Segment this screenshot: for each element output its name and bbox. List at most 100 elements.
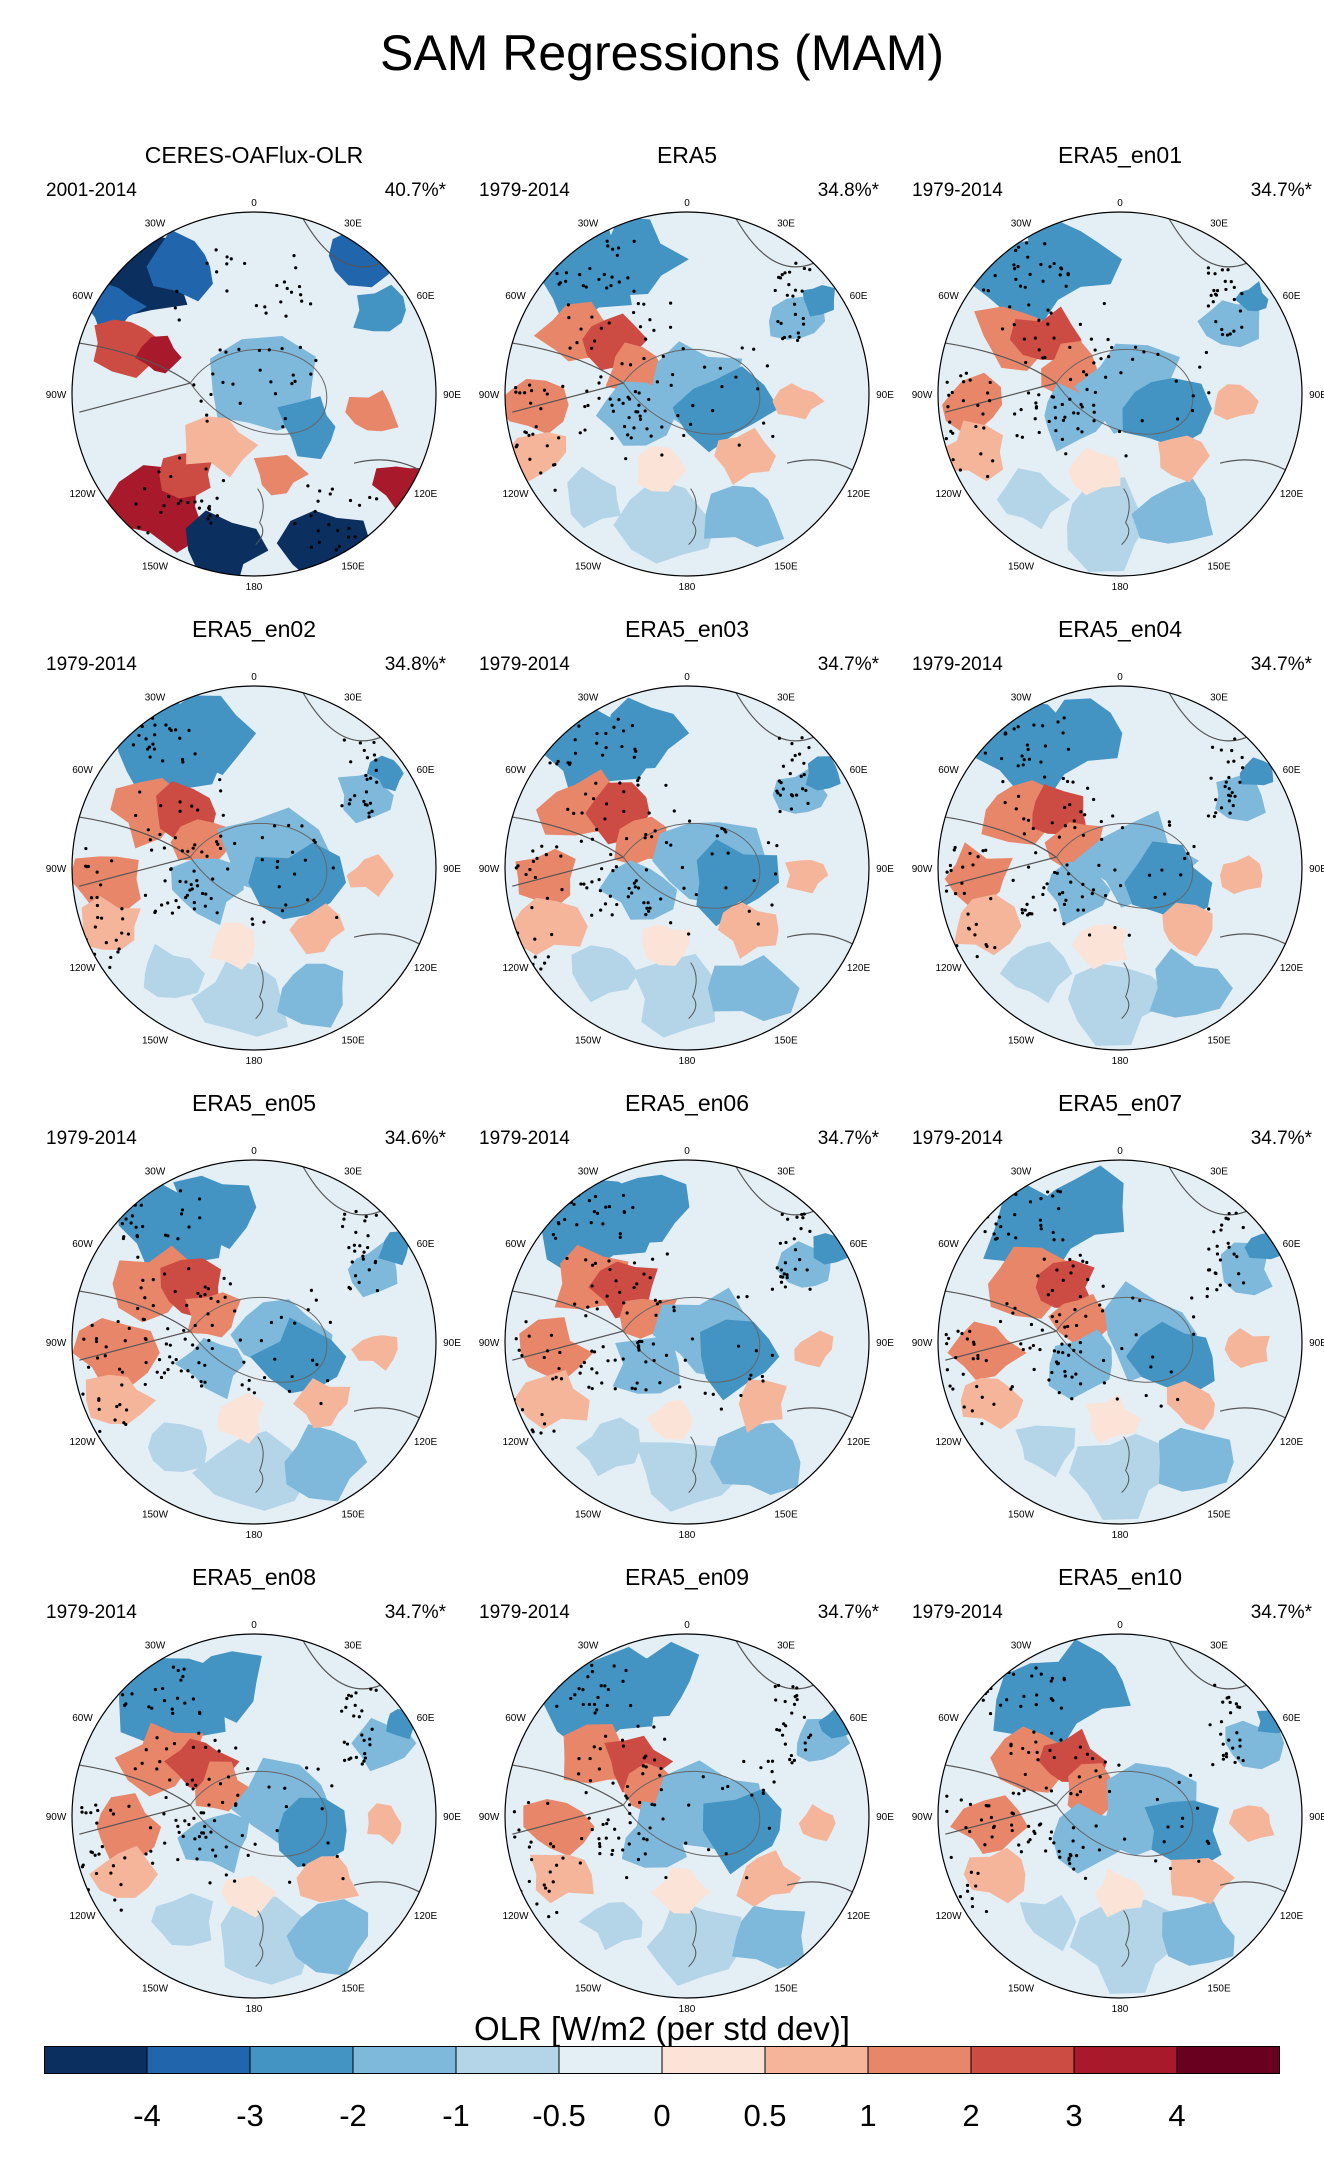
antarctica-outline	[622, 1771, 761, 1857]
significance-stipple	[638, 417, 643, 421]
significance-stipple	[108, 965, 112, 969]
significance-stipple	[125, 1408, 129, 1412]
significance-stipple	[1001, 779, 1005, 784]
significance-stipple	[134, 502, 138, 506]
significance-stipple	[190, 804, 194, 808]
significance-stipple	[120, 1693, 125, 1697]
significance-stipple	[124, 1217, 128, 1221]
significance-stipple	[1090, 891, 1094, 896]
significance-stipple	[510, 1877, 515, 1881]
significance-stipple	[187, 728, 191, 732]
significance-stipple	[373, 1259, 378, 1264]
significance-stipple	[178, 809, 182, 813]
significance-stipple	[138, 790, 142, 794]
significance-stipple	[300, 824, 304, 828]
significance-stipple	[636, 886, 641, 890]
significance-stipple	[1224, 780, 1228, 784]
significance-stipple	[1118, 884, 1123, 888]
significance-stipple	[1089, 337, 1094, 341]
significance-stipple	[1020, 754, 1024, 758]
longitude-label: 120E	[847, 1911, 871, 1922]
colorbar-segment	[147, 2046, 251, 2074]
significance-stipple	[331, 866, 335, 870]
significance-stipple	[94, 1803, 98, 1807]
significance-stipple	[609, 852, 613, 857]
significance-stipple	[761, 1788, 766, 1792]
longitude-label: 150E	[1207, 1510, 1231, 1521]
anomaly-region	[1162, 902, 1213, 957]
significance-stipple	[618, 1232, 622, 1236]
significance-stipple	[1034, 406, 1039, 410]
significance-stipple	[164, 1795, 168, 1800]
significance-stipple	[545, 444, 549, 448]
significance-stipple	[1186, 851, 1190, 856]
significance-stipple	[354, 1755, 358, 1759]
significance-stipple	[647, 909, 651, 913]
longitude-label: 60E	[850, 765, 868, 776]
significance-stipple	[1188, 1773, 1193, 1777]
significance-stipple	[1045, 882, 1049, 886]
significance-stipple	[1068, 1861, 1072, 1866]
significance-stipple	[561, 384, 565, 388]
significance-stipple	[162, 1812, 166, 1816]
significance-stipple	[1221, 1757, 1226, 1761]
significance-stipple	[103, 1354, 107, 1358]
significance-stipple	[181, 1834, 185, 1838]
significance-stipple	[137, 733, 141, 738]
significance-stipple	[626, 433, 630, 437]
significance-stipple	[177, 456, 182, 460]
significance-stipple	[1087, 933, 1092, 937]
significance-stipple	[663, 1737, 667, 1741]
significance-stipple	[1013, 1213, 1017, 1217]
significance-stipple	[347, 1285, 351, 1290]
significance-stipple	[160, 903, 164, 907]
significance-stipple	[1066, 872, 1071, 876]
significance-stipple	[262, 1375, 267, 1380]
significance-stipple	[90, 1323, 94, 1327]
significance-stipple	[348, 498, 353, 503]
significance-stipple	[150, 1706, 154, 1710]
significance-stipple	[159, 1375, 164, 1380]
significance-stipple	[1003, 800, 1007, 805]
colorbar-segment	[559, 2046, 663, 2074]
significance-stipple	[1041, 356, 1045, 360]
significance-stipple	[660, 425, 664, 429]
significance-stipple	[290, 1374, 294, 1379]
significance-stipple	[224, 1873, 228, 1877]
significance-stipple	[1015, 434, 1019, 438]
significance-stipple	[1069, 1792, 1073, 1796]
anomaly-region	[171, 858, 244, 926]
significance-stipple	[1027, 303, 1031, 307]
significance-stipple	[1052, 1238, 1056, 1242]
significance-stipple	[127, 1804, 131, 1808]
anomaly-region	[802, 285, 835, 317]
significance-stipple	[283, 417, 287, 421]
significance-stipple	[1050, 821, 1054, 825]
significance-stipple	[200, 891, 205, 896]
significance-stipple	[514, 390, 518, 394]
significance-stipple	[1237, 1272, 1241, 1276]
anomaly-region	[785, 860, 829, 894]
significance-stipple	[119, 1882, 123, 1887]
significance-stipple	[808, 1287, 812, 1291]
significance-stipple	[785, 293, 789, 297]
significance-stipple	[213, 1854, 218, 1858]
significance-stipple	[582, 882, 586, 886]
significance-stipple	[1097, 1848, 1102, 1852]
significance-stipple	[605, 1703, 609, 1708]
significance-stipple	[135, 1234, 139, 1238]
significance-stipple	[802, 773, 806, 777]
significance-stipple	[740, 346, 744, 350]
significance-stipple	[794, 793, 799, 797]
significance-stipple	[238, 401, 242, 405]
longitude-label: 150E	[774, 562, 798, 573]
significance-stipple	[1018, 284, 1023, 288]
significance-stipple	[637, 391, 641, 395]
significance-stipple	[1037, 393, 1041, 397]
significance-stipple	[595, 1307, 599, 1311]
anomaly-region	[710, 1422, 801, 1495]
panel-title: ERA5_en10	[1057, 1564, 1183, 1590]
significance-stipple	[1047, 419, 1051, 424]
significance-stipple	[627, 886, 631, 891]
